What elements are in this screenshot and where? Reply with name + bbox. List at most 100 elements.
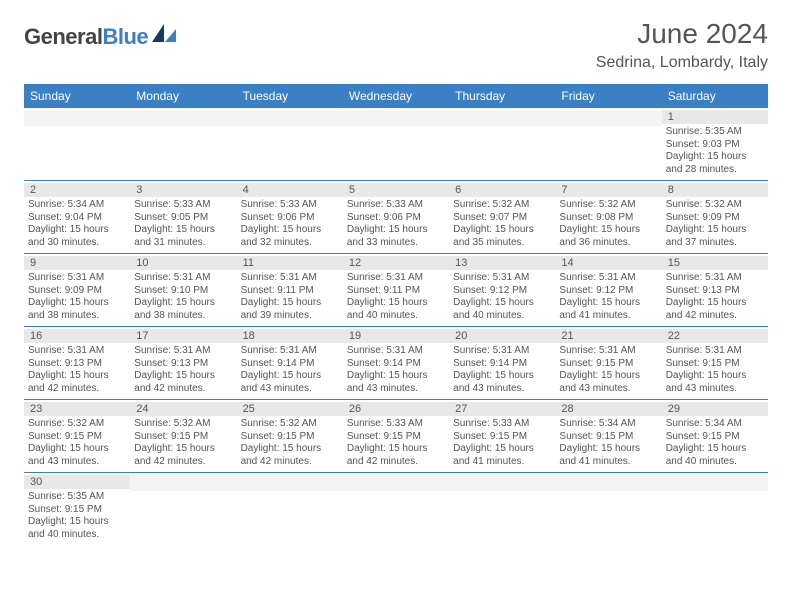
- day-number: 28: [555, 402, 661, 416]
- day-number: [130, 475, 236, 491]
- page-header: GeneralBlue June 2024 Sedrina, Lombardy,…: [24, 18, 768, 72]
- calendar-day: 19 Sunrise: 5:31 AMSunset: 9:14 PMDayligh…: [343, 327, 449, 399]
- day-details: Sunrise: 5:32 AMSunset: 9:15 PMDaylight:…: [28, 418, 126, 468]
- day-details: Sunrise: 5:31 AMSunset: 9:15 PMDaylight:…: [559, 345, 657, 395]
- day-details: Sunrise: 5:34 AMSunset: 9:15 PMDaylight:…: [559, 418, 657, 468]
- day-number: [130, 110, 236, 126]
- calendar-weeks: 1Sunrise: 5:35 AMSunset: 9:03 PMDaylight…: [24, 108, 768, 545]
- day-details: Sunrise: 5:31 AMSunset: 9:12 PMDaylight:…: [559, 272, 657, 322]
- day-number: 7: [555, 183, 661, 197]
- day-details: Sunrise: 5:31 AMSunset: 9:11 PMDaylight:…: [347, 272, 445, 322]
- calendar-day: 1Sunrise: 5:35 AMSunset: 9:03 PMDaylight…: [662, 108, 768, 180]
- weekday-header: Saturday: [662, 84, 768, 108]
- calendar-empty-cell: [449, 473, 555, 545]
- day-details: Sunrise: 5:32 AMSunset: 9:15 PMDaylight:…: [134, 418, 232, 468]
- calendar-empty-cell: [449, 108, 555, 180]
- day-number: [237, 110, 343, 126]
- day-details: Sunrise: 5:31 AMSunset: 9:13 PMDaylight:…: [134, 345, 232, 395]
- day-number: 26: [343, 402, 449, 416]
- day-details: Sunrise: 5:32 AMSunset: 9:08 PMDaylight:…: [559, 199, 657, 249]
- day-details: Sunrise: 5:33 AMSunset: 9:15 PMDaylight:…: [453, 418, 551, 468]
- calendar-day: 21 Sunrise: 5:31 AMSunset: 9:15 PMDayligh…: [555, 327, 661, 399]
- day-number: 13: [449, 256, 555, 270]
- calendar-empty-cell: [555, 108, 661, 180]
- calendar-day: 24 Sunrise: 5:32 AMSunset: 9:15 PMDayligh…: [130, 400, 236, 472]
- calendar-empty-cell: [662, 473, 768, 545]
- calendar-day: 11 Sunrise: 5:31 AMSunset: 9:11 PMDayligh…: [237, 254, 343, 326]
- calendar-week: 30 Sunrise: 5:35 AMSunset: 9:15 PMDayligh…: [24, 473, 768, 545]
- calendar-page: GeneralBlue June 2024 Sedrina, Lombardy,…: [0, 0, 792, 563]
- calendar-week: 2Sunrise: 5:34 AMSunset: 9:04 PMDaylight…: [24, 181, 768, 254]
- calendar-day: 5Sunrise: 5:33 AMSunset: 9:06 PMDaylight…: [343, 181, 449, 253]
- title-block: June 2024 Sedrina, Lombardy, Italy: [596, 18, 768, 72]
- calendar-day: 13 Sunrise: 5:31 AMSunset: 9:12 PMDayligh…: [449, 254, 555, 326]
- day-details: Sunrise: 5:31 AMSunset: 9:14 PMDaylight:…: [347, 345, 445, 395]
- day-number: 10: [130, 256, 236, 270]
- calendar-day: 27Sunrise: 5:33 AMSunset: 9:15 PMDayligh…: [449, 400, 555, 472]
- day-details: Sunrise: 5:35 AMSunset: 9:15 PMDaylight:…: [28, 491, 126, 541]
- day-number: 18: [237, 329, 343, 343]
- calendar-day: 30 Sunrise: 5:35 AMSunset: 9:15 PMDayligh…: [24, 473, 130, 545]
- weekday-header-row: SundayMondayTuesdayWednesdayThursdayFrid…: [24, 84, 768, 108]
- calendar-empty-cell: [237, 473, 343, 545]
- day-number: 4: [237, 183, 343, 197]
- calendar-day: 23 Sunrise: 5:32 AMSunset: 9:15 PMDayligh…: [24, 400, 130, 472]
- month-title: June 2024: [596, 18, 768, 50]
- calendar-week: 23 Sunrise: 5:32 AMSunset: 9:15 PMDayligh…: [24, 400, 768, 473]
- calendar-day: 29Sunrise: 5:34 AMSunset: 9:15 PMDayligh…: [662, 400, 768, 472]
- day-number: [449, 110, 555, 126]
- day-number: 3: [130, 183, 236, 197]
- day-details: Sunrise: 5:33 AMSunset: 9:05 PMDaylight:…: [134, 199, 232, 249]
- day-details: Sunrise: 5:31 AMSunset: 9:13 PMDaylight:…: [666, 272, 764, 322]
- day-number: 23: [24, 402, 130, 416]
- weekday-header: Thursday: [449, 84, 555, 108]
- calendar-day: 16Sunrise: 5:31 AMSunset: 9:13 PMDayligh…: [24, 327, 130, 399]
- day-number: 19: [343, 329, 449, 343]
- calendar-day: 22 Sunrise: 5:31 AMSunset: 9:15 PMDayligh…: [662, 327, 768, 399]
- day-number: [343, 475, 449, 491]
- calendar-empty-cell: [130, 108, 236, 180]
- weekday-header: Sunday: [24, 84, 130, 108]
- calendar-day: 20Sunrise: 5:31 AMSunset: 9:14 PMDayligh…: [449, 327, 555, 399]
- day-number: 15: [662, 256, 768, 270]
- day-number: 1: [662, 110, 768, 124]
- calendar-day: 4Sunrise: 5:33 AMSunset: 9:06 PMDaylight…: [237, 181, 343, 253]
- day-number: [343, 110, 449, 126]
- day-number: 30: [24, 475, 130, 489]
- calendar-day: 7 Sunrise: 5:32 AMSunset: 9:08 PMDaylight…: [555, 181, 661, 253]
- calendar-grid: SundayMondayTuesdayWednesdayThursdayFrid…: [24, 84, 768, 545]
- weekday-header: Friday: [555, 84, 661, 108]
- day-number: [449, 475, 555, 491]
- day-number: 11: [237, 256, 343, 270]
- calendar-day: 15 Sunrise: 5:31 AMSunset: 9:13 PMDayligh…: [662, 254, 768, 326]
- calendar-day: 17Sunrise: 5:31 AMSunset: 9:13 PMDayligh…: [130, 327, 236, 399]
- day-number: 24: [130, 402, 236, 416]
- day-number: [237, 475, 343, 491]
- brand-general: General: [24, 24, 102, 49]
- day-number: [662, 475, 768, 491]
- calendar-day: 25Sunrise: 5:32 AMSunset: 9:15 PMDayligh…: [237, 400, 343, 472]
- day-number: 22: [662, 329, 768, 343]
- weekday-header: Monday: [130, 84, 236, 108]
- day-number: 21: [555, 329, 661, 343]
- day-details: Sunrise: 5:31 AMSunset: 9:15 PMDaylight:…: [666, 345, 764, 395]
- calendar-empty-cell: [237, 108, 343, 180]
- day-number: 14: [555, 256, 661, 270]
- day-number: 12: [343, 256, 449, 270]
- brand-blue: Blue: [102, 24, 148, 49]
- calendar-day: 18 Sunrise: 5:31 AMSunset: 9:14 PMDayligh…: [237, 327, 343, 399]
- day-details: Sunrise: 5:31 AMSunset: 9:11 PMDaylight:…: [241, 272, 339, 322]
- day-number: 5: [343, 183, 449, 197]
- calendar-empty-cell: [343, 473, 449, 545]
- day-details: Sunrise: 5:31 AMSunset: 9:10 PMDaylight:…: [134, 272, 232, 322]
- day-number: 9: [24, 256, 130, 270]
- calendar-day: 3 Sunrise: 5:33 AMSunset: 9:05 PMDaylight…: [130, 181, 236, 253]
- day-details: Sunrise: 5:31 AMSunset: 9:12 PMDaylight:…: [453, 272, 551, 322]
- brand-text: GeneralBlue: [24, 24, 148, 50]
- day-details: Sunrise: 5:31 AMSunset: 9:14 PMDaylight:…: [241, 345, 339, 395]
- calendar-week: 9Sunrise: 5:31 AMSunset: 9:09 PMDaylight…: [24, 254, 768, 327]
- calendar-empty-cell: [130, 473, 236, 545]
- day-details: Sunrise: 5:31 AMSunset: 9:13 PMDaylight:…: [28, 345, 126, 395]
- location-text: Sedrina, Lombardy, Italy: [596, 54, 768, 72]
- calendar-week: 1Sunrise: 5:35 AMSunset: 9:03 PMDaylight…: [24, 108, 768, 181]
